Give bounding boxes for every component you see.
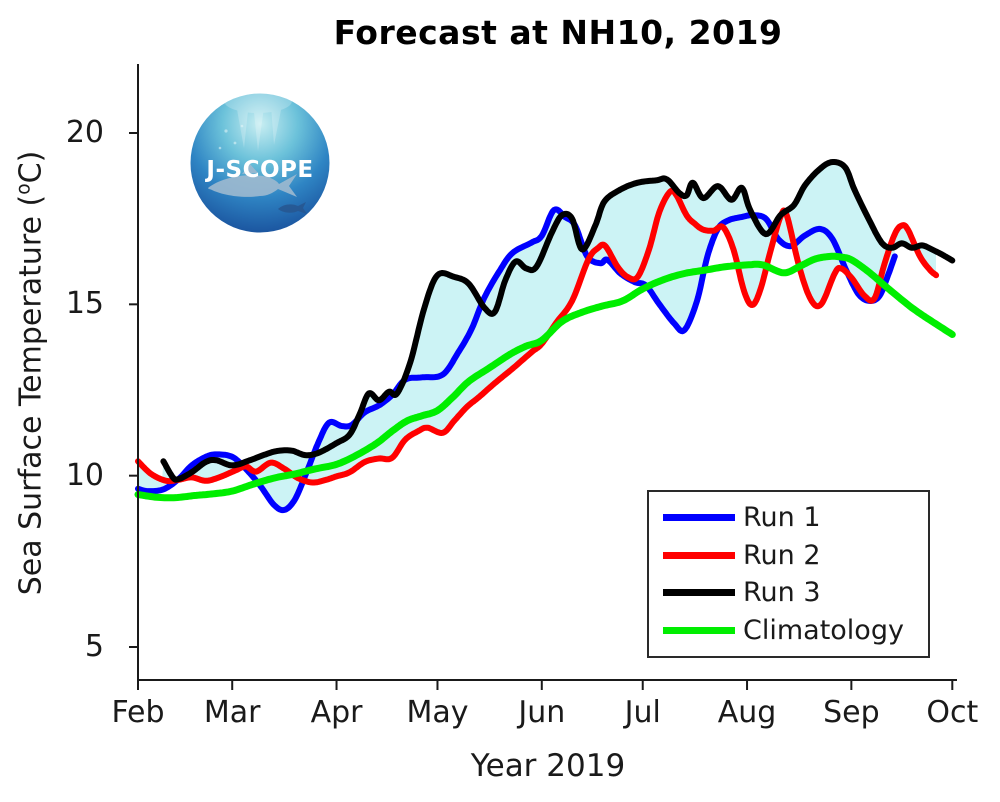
x-tick-label-aug: Aug (717, 695, 777, 730)
x-tick-label-apr: Apr (310, 695, 363, 730)
series-line-climatology (134, 252, 956, 502)
x-tick-label-sep: Sep (823, 695, 880, 730)
series-lines (134, 159, 956, 514)
y-tick-label-15: 15 (65, 286, 104, 322)
legend-item-run2: Run 2 (663, 540, 922, 571)
tuna-fish-silhouette (208, 164, 297, 197)
y-tick-label-20: 20 (65, 115, 104, 150)
legend-label-run1: Run 1 (743, 502, 821, 534)
x-tick-label-feb: Feb (111, 695, 165, 730)
legend-label-run2: Run 2 (743, 539, 821, 571)
x-tick-label-jul: Jul (624, 695, 661, 730)
legend-label-run3: Run 3 (743, 577, 821, 609)
legend-item-climatology: Climatology (663, 615, 922, 646)
legend-swatch-run3 (663, 589, 735, 597)
x-tick-label-mar: Mar (203, 695, 261, 730)
legend-item-run3: Run 3 (663, 577, 922, 608)
x-tick-label-oct: Oct (926, 695, 979, 730)
x-axis-label: Year 2019 (470, 748, 626, 784)
legend-swatch-run2 (663, 551, 735, 559)
chart-title: Forecast at NH10, 2019 (333, 13, 783, 52)
series-line-run-3 (160, 159, 956, 483)
logo-text: J-SCOPE (204, 157, 313, 183)
x-tick-label-jun: Jun (518, 695, 566, 730)
legend-swatch-climatology (663, 626, 735, 634)
y-tick-label-5: 5 (84, 629, 104, 664)
envelope-fill (138, 162, 936, 511)
axes (129, 64, 957, 690)
logo-underwater-scene: J-SCOPE (190, 93, 330, 233)
series-line-run-1 (135, 206, 898, 514)
y-tick-label-10: 10 (65, 457, 104, 493)
x-tick-label-may: May (406, 695, 469, 730)
small-fish-silhouette (278, 202, 307, 214)
jscope-logo: J-SCOPE (190, 93, 330, 233)
legend-label-climatology: Climatology (743, 614, 904, 646)
legend-item-run1: Run 1 (663, 502, 922, 533)
small-fish-specks (218, 124, 244, 150)
run-envelope-fill (138, 162, 936, 511)
legend: Run 1 Run 2 Run 3 Climatology (647, 490, 930, 658)
legend-swatch-run1 (663, 514, 735, 522)
